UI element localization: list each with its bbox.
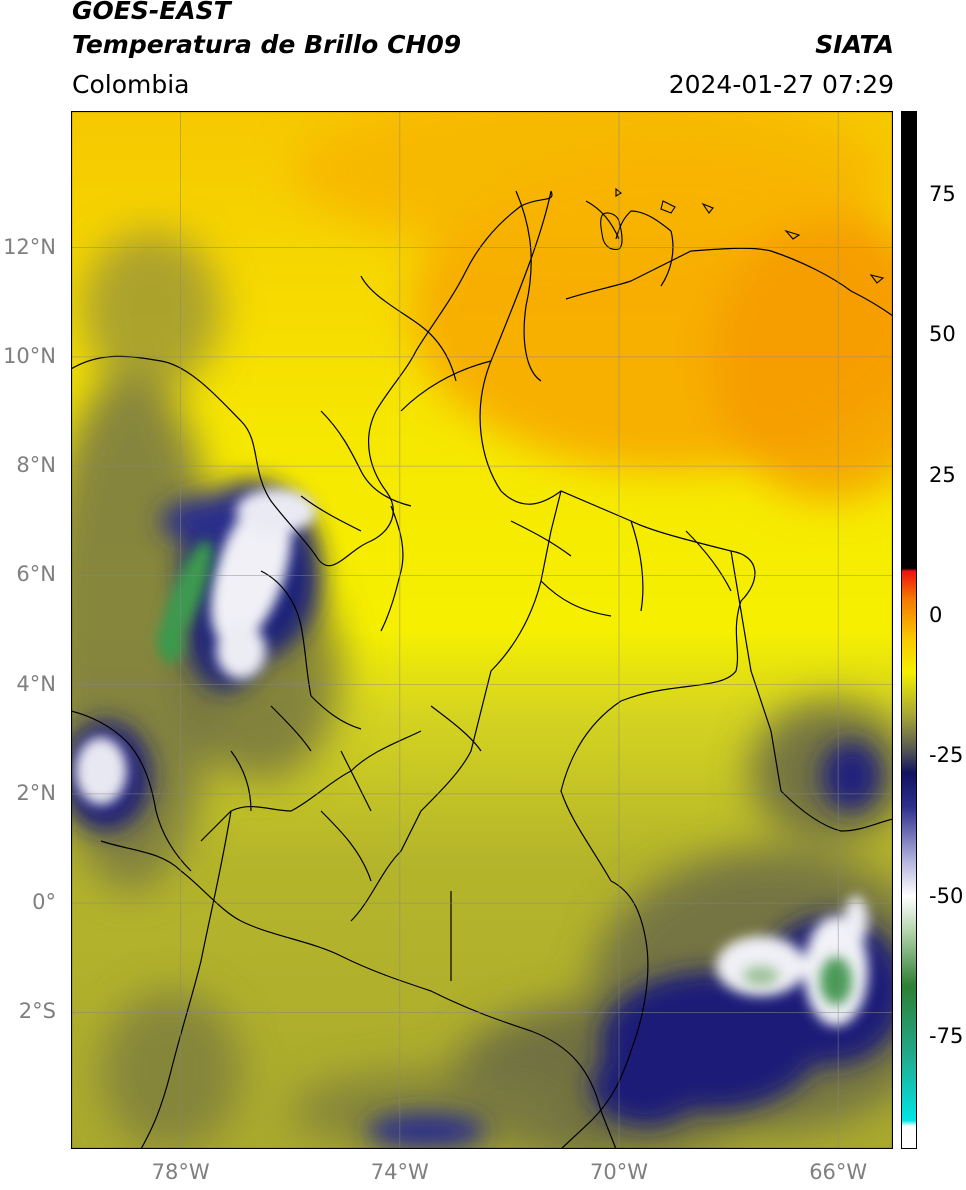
colorbar-tick-label: 75 bbox=[929, 182, 956, 207]
brightness-temperature-map bbox=[71, 111, 893, 1149]
lon-tick-label: 66°W bbox=[809, 1160, 868, 1184]
lon-tick-label: 74°W bbox=[370, 1160, 429, 1184]
satellite-title: GOES-EAST bbox=[72, 0, 231, 25]
product-title: Temperatura de Brillo CH09 bbox=[72, 30, 462, 59]
colorbar-tick-label: -25 bbox=[929, 743, 964, 768]
colorbar-tick-label: 50 bbox=[929, 322, 956, 347]
warm-zone-northeast bbox=[291, 111, 893, 501]
lon-tick-label: 78°W bbox=[151, 1160, 210, 1184]
organization-label: SIATA bbox=[815, 30, 894, 59]
caribbean-islands bbox=[600, 187, 885, 284]
lat-tick-label: 12°N bbox=[3, 234, 56, 259]
timestamp-label: 2024-01-27 07:29 bbox=[668, 70, 894, 99]
lon-tick-label: 70°W bbox=[590, 1160, 648, 1184]
lat-tick-label: 0° bbox=[32, 890, 56, 915]
colorbar-tick-label: -75 bbox=[929, 1023, 964, 1048]
coldest-cloud-tops bbox=[157, 540, 852, 1005]
region-label: Colombia bbox=[72, 70, 190, 99]
lat-tick-label: 10°N bbox=[3, 343, 56, 368]
lat-tick-label: 6°N bbox=[16, 562, 56, 587]
lat-tick-label: 2°S bbox=[18, 999, 56, 1024]
colorbar bbox=[901, 111, 917, 1149]
country-boundaries bbox=[71, 190, 893, 1149]
colorbar-tick-label: 0 bbox=[929, 602, 943, 627]
lat-tick-label: 2°N bbox=[16, 780, 56, 805]
graticule bbox=[71, 111, 893, 1149]
lat-tick-label: 8°N bbox=[16, 453, 56, 478]
colorbar-tick-label: 25 bbox=[929, 462, 956, 487]
colorbar-tick-label: -50 bbox=[929, 883, 964, 908]
map-frame bbox=[71, 111, 893, 1149]
lat-tick-label: 4°N bbox=[16, 671, 56, 696]
colorbar-ramp bbox=[901, 111, 917, 1149]
